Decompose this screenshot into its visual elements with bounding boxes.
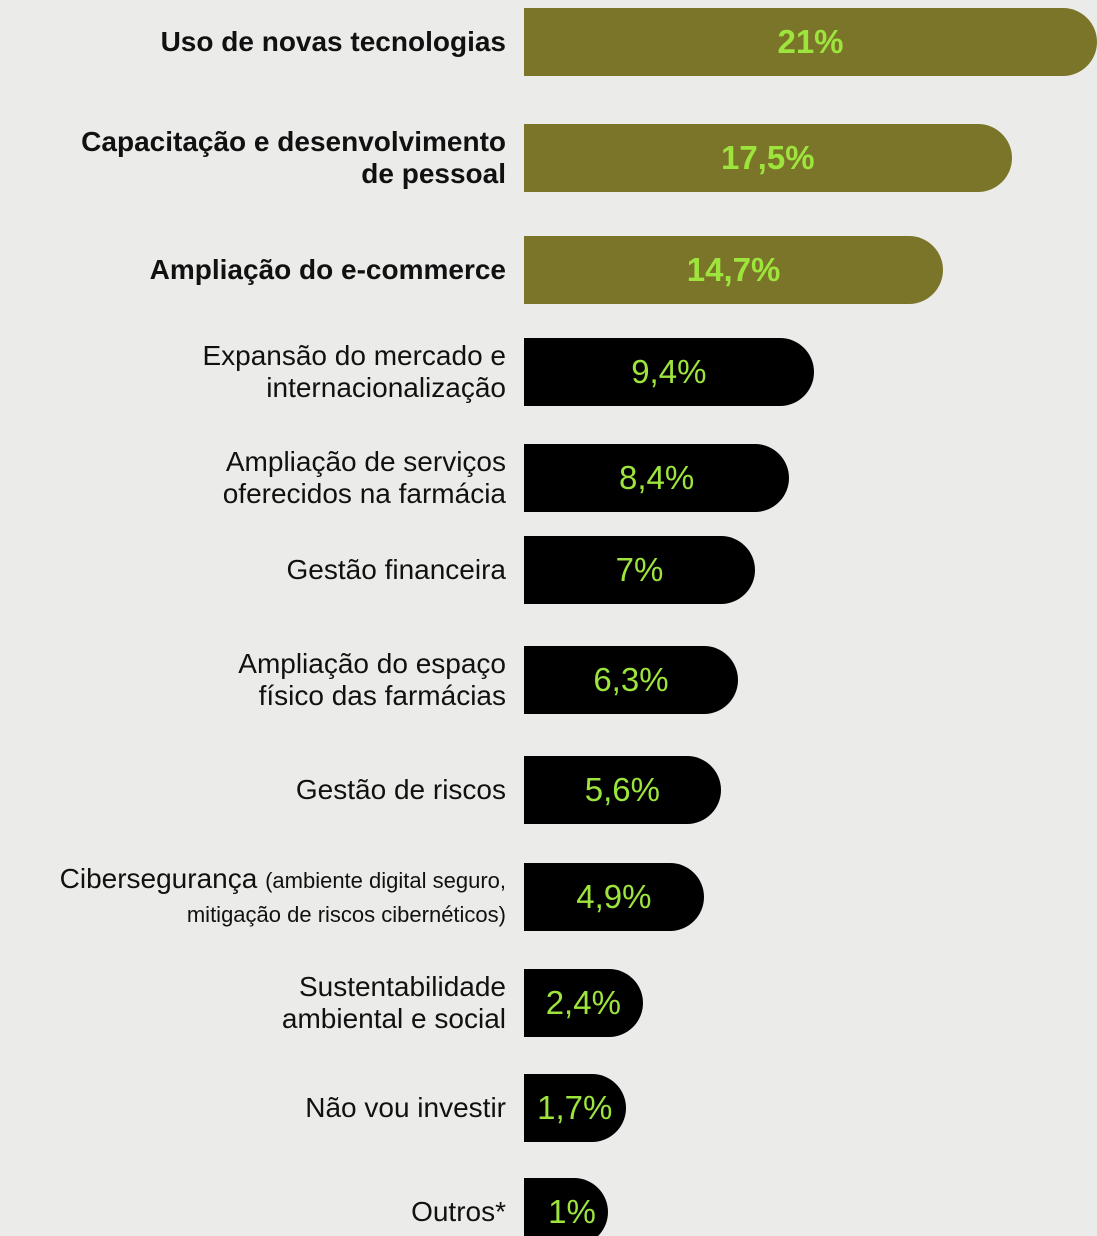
category-label: Sustentabilidade ambiental e social [171,971,506,1035]
category-text: Ampliação do espaço físico das farmácias [238,648,506,711]
category-text: Ampliação do e-commerce [149,254,506,285]
category-label: Uso de novas tecnologias [161,26,506,58]
category-label: Cibersegurança (ambiente digital seguro,… [0,863,506,931]
category-text: Cibersegurança [59,863,258,894]
bar [524,236,944,304]
category-text: Não vou investir [305,1092,506,1123]
value-label: 21% [777,23,844,60]
bar [524,1074,626,1142]
bar [524,536,755,604]
value-label: 14,7% [686,251,781,288]
category-label: Gestão de riscos [296,774,506,806]
category-text: Sustentabilidade ambiental e social [281,971,506,1034]
value-label: 1% [548,1193,596,1230]
bar [524,863,704,931]
category-text: Gestão de riscos [295,774,506,805]
category-text: Gestão financeira [286,554,506,585]
category-label: Capacitação e desenvolvimento de pessoal [66,126,506,190]
bar [524,444,790,512]
bar [524,338,814,406]
category-label: Outros* [411,1196,506,1228]
category-text: Uso de novas tecnologias [160,26,506,57]
category-label: Não vou investir [305,1092,506,1124]
bar [524,969,643,1037]
category-label: Gestão financeira [287,554,506,586]
category-text: Outros* [411,1196,506,1227]
bar [524,1178,609,1236]
category-label: Expansão do mercado e internacionalizaçã… [171,340,506,404]
category-text: Ampliação de serviços oferecidos na farm… [222,446,506,509]
category-text: Expansão do mercado e internacionalizaçã… [202,340,506,403]
value-label: 8,4% [618,459,695,496]
category-label: Ampliação do espaço físico das farmácias [171,648,506,712]
category-text: Capacitação e desenvolvimento de pessoal [81,126,506,189]
category-note: (ambiente digital seguro, mitigação de r… [186,868,506,927]
value-label: 9,4% [631,353,707,390]
value-label: 17,5% [720,139,815,176]
bar [524,756,721,824]
value-label: 2,4% [545,984,621,1021]
value-label: 7% [615,551,664,588]
value-label: 6,3% [593,661,669,698]
bar [524,124,1012,192]
value-label: 5,6% [584,771,660,808]
value-label: 1,7% [537,1089,613,1126]
value-label: 4,9% [576,878,652,915]
category-label: Ampliação do e-commerce [150,254,506,286]
bar [524,8,1097,76]
category-label: Ampliação de serviços oferecidos na farm… [171,446,506,510]
bar [524,646,738,714]
